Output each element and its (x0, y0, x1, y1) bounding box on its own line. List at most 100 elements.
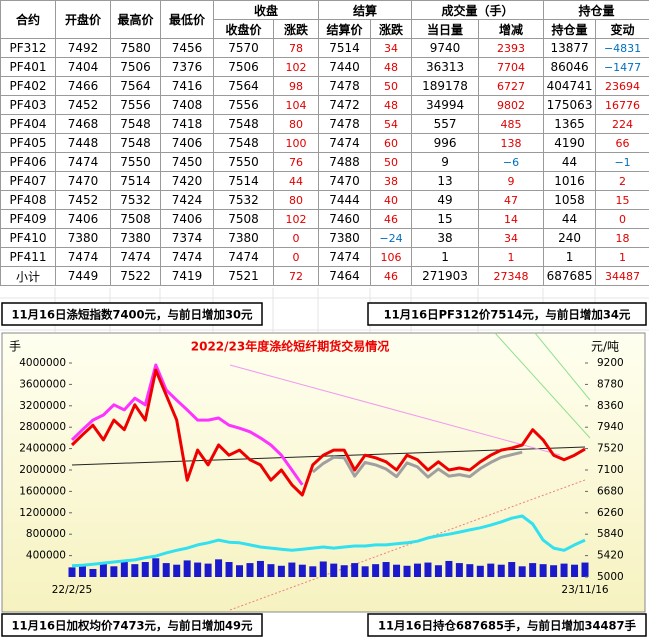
table-cell: −6 (478, 152, 545, 172)
table-cell: 6727 (478, 76, 545, 96)
volume-bar (298, 564, 306, 577)
volume-bar (173, 564, 181, 577)
y-tick-label: 2400000 (19, 443, 66, 455)
volume-bar (319, 561, 327, 577)
table-cell: 996 (411, 133, 480, 153)
table-cell: 7548 (110, 114, 161, 134)
table-cell: 23694 (595, 76, 649, 96)
y2-tick-label: 5420 (597, 550, 624, 562)
x-tick-label: 23/11/16 (561, 584, 608, 596)
table-cell: 7506 (110, 57, 161, 77)
table-cell: 7416 (160, 76, 214, 96)
volume-bar (539, 564, 547, 577)
note-box (367, 613, 647, 637)
table-row: PF410 7380 7380 7374 7380 0 7380 −24 38 34 240 18 (0, 228, 649, 248)
volume-bar (225, 562, 233, 577)
table-cell: PF410 (0, 228, 56, 248)
series-line (311, 450, 523, 479)
volume-bar (487, 563, 495, 577)
table-cell: 1016 (543, 171, 597, 191)
table-cell: 7522 (110, 266, 161, 286)
table-cell: 7478 (318, 114, 372, 134)
table-cell: 7404 (55, 57, 111, 77)
table-cell: 7468 (55, 114, 111, 134)
table-cell: 78 (272, 38, 320, 58)
table-cell: 44 (272, 171, 320, 191)
volume-bar (351, 563, 359, 577)
table-cell: 49 (411, 190, 480, 210)
table-cell: 收盘价 (213, 19, 274, 39)
chart-title: 2022/23年度涤纶短纤期货交易情况 (191, 339, 389, 354)
table-cell: 7564 (110, 76, 161, 96)
table-cell: 47 (478, 190, 545, 210)
table-cell: 7452 (55, 95, 111, 115)
table-cell: 7376 (160, 57, 214, 77)
table-cell: 7406 (160, 133, 214, 153)
table-cell: 2 (595, 171, 649, 191)
volume-bar (571, 564, 579, 577)
table-cell: 404741 (543, 76, 597, 96)
volume-bar (277, 565, 285, 577)
table-cell: PF408 (0, 190, 56, 210)
y2-tick-label: 8360 (597, 400, 624, 412)
volume-bar (560, 563, 568, 577)
volume-bar (403, 565, 411, 577)
table-cell: 持仓量 (543, 19, 597, 39)
table-cell: 7521 (213, 266, 274, 286)
table-cell: 涨跌 (272, 19, 320, 39)
table-cell: PF406 (0, 152, 56, 172)
table-cell: 2393 (478, 38, 545, 58)
volume-bar (78, 565, 86, 577)
volume-bar (581, 562, 589, 577)
y2-axis-label: 元/吨 (591, 340, 619, 354)
table-cell: 合约 (0, 0, 56, 39)
table-row: PF406 7474 7550 7450 7550 76 7488 50 9 −6 44 −1 (0, 152, 649, 172)
table-cell: 7532 (110, 190, 161, 210)
table-row: PF405 7448 7548 7406 7548 100 7474 60 996 138 4190… (0, 133, 649, 153)
volume-bar (110, 566, 118, 577)
note: 11月16日涤短指数7400元，与前日增加30元 (11, 308, 253, 322)
y2-tick-label: 7100 (597, 464, 624, 476)
table-cell: 7464 (318, 266, 372, 286)
table-cell: 271903 (411, 266, 480, 286)
table-row: PF401 7404 7506 7376 7506 102 7440 48 36313 7704 8… (0, 57, 649, 77)
table-cell: 7488 (318, 152, 372, 172)
volume-bar (445, 560, 453, 577)
table-cell: 4190 (543, 133, 597, 153)
table-cell: 7506 (213, 57, 274, 77)
table-cell: 7474 (213, 247, 274, 267)
y-axis-label: 手 (9, 340, 21, 354)
y-tick-label: 1600000 (19, 485, 66, 497)
table-cell: 1 (543, 247, 597, 267)
table-cell: 7474 (110, 247, 161, 267)
table-cell: 7448 (55, 133, 111, 153)
table-cell: 106 (370, 247, 413, 267)
volume-bar (497, 564, 505, 577)
table-cell: 98 (272, 76, 320, 96)
volume-bar (267, 564, 275, 577)
volume-bar (550, 565, 558, 577)
series-line (70, 363, 304, 486)
table-cell: 持仓量 (543, 0, 649, 20)
volume-bar (162, 563, 170, 577)
y2-tick-label: 7520 (597, 443, 624, 455)
table-cell: 涨跌 (370, 19, 413, 39)
table-cell: 16776 (595, 95, 649, 115)
table-cell: PF403 (0, 95, 56, 115)
volume-bar (204, 563, 212, 577)
volume-bar (361, 566, 369, 577)
table-cell: 7380 (55, 228, 111, 248)
y-tick-label: 4000000 (19, 357, 66, 369)
table-cell: 54 (370, 114, 413, 134)
table-cell: 7440 (318, 57, 372, 77)
table-cell: 7470 (318, 171, 372, 191)
note: 11月16日PF312价7514元，与前日增加34元 (384, 308, 631, 322)
table-cell: 46 (370, 209, 413, 229)
table-cell: −4831 (595, 38, 649, 58)
table-cell: 7548 (213, 114, 274, 134)
table-row: 收盘价 涨跌 结算价 涨跌 当日量 增减 持仓量 变动 (1, 19, 649, 39)
table-cell: 72 (272, 266, 320, 286)
table-cell: 50 (370, 152, 413, 172)
y-tick-label: 3600000 (19, 378, 66, 390)
table-row: PF408 7452 7532 7424 7532 80 7444 40 49 47 1058 15 (0, 190, 649, 210)
